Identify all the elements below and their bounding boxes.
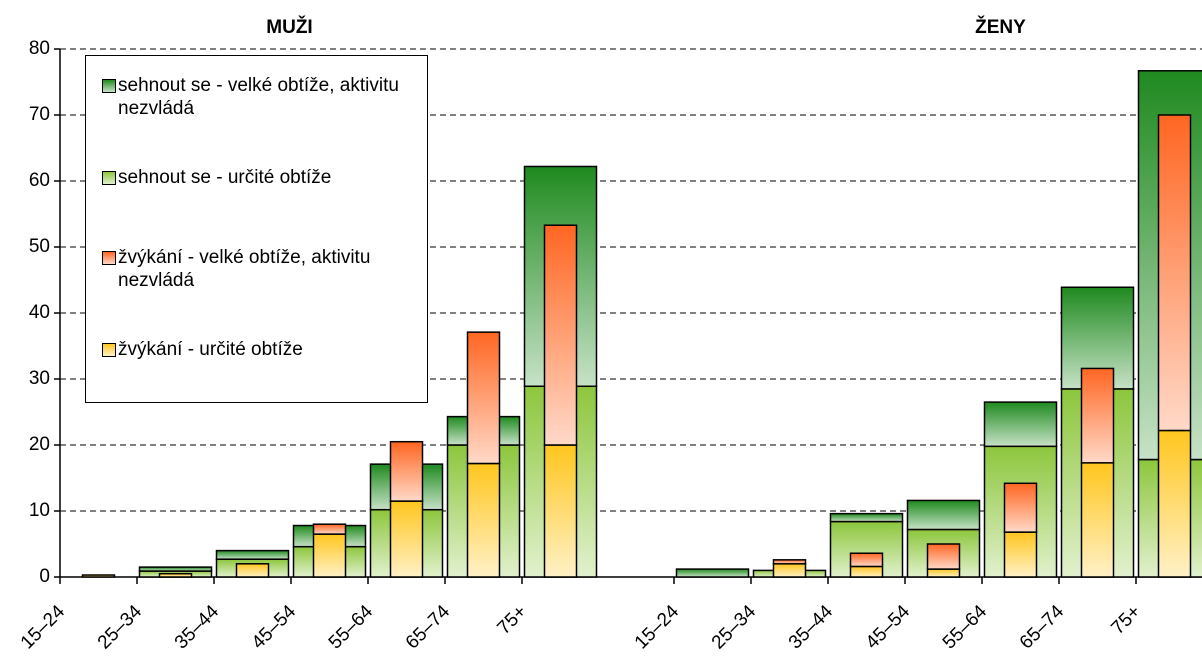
bar-segment [849,552,884,568]
y-tick-label: 70 [29,104,50,125]
bar-segment [389,440,424,502]
bar-segment [926,568,961,578]
x-tick-label: 65–74 [1016,601,1069,654]
x-tick-label: 35–44 [785,601,838,654]
bar-segment [235,563,270,578]
y-tick-label: 20 [29,434,50,455]
bar-segment [389,500,424,578]
legend-label: sehnout se - určité obtíže [118,167,332,188]
bar-segment [543,224,578,446]
x-tick-label: 15–24 [631,601,684,654]
y-tick-label: 30 [29,368,50,389]
legend-swatch [102,79,116,93]
legend-label: sehnout se - velké obtíže, aktivitu nezv… [118,75,399,119]
x-tick-label: 45–54 [248,601,301,654]
y-tick-label: 60 [29,170,50,191]
x-tick-label: 25–34 [708,601,761,654]
bar-segment [906,499,981,531]
legend: sehnout se - velké obtíže, aktivitu nezv… [85,55,428,403]
bar-segment [1080,367,1115,464]
y-tick-label: 50 [29,236,50,257]
legend-item: sehnout se - velké obtíže, aktivitu nezv… [102,74,438,120]
bar-segment [1157,429,1192,578]
x-tick-label: 25–34 [94,601,147,654]
bar-segment [1157,114,1192,432]
bar-segment [675,568,750,578]
bar-segment [138,566,213,572]
bar-segment [81,574,116,578]
bar-segment [215,549,290,560]
x-tick-label: 35–44 [171,601,224,654]
legend-label: žvýkání - určité obtíže [118,339,303,360]
legend-label: žvýkání - velké obtíže, aktivitu nezvlád… [118,247,371,291]
bar-segment [849,565,884,578]
chart-title: MUŽI [266,16,312,38]
legend-swatch [102,343,116,357]
x-tick-label: 55–64 [325,601,378,654]
bar-segment [1003,531,1038,578]
y-tick-label: 80 [29,38,50,59]
bar-segment [466,462,501,578]
y-tick-label: 40 [29,302,50,323]
x-tick-label: 75+ [493,601,531,639]
x-tick-label: 55–64 [939,601,992,654]
y-tick-label: 0 [39,566,50,587]
legend-swatch [102,251,116,265]
bar-segment [1080,462,1115,578]
bar-segment [772,559,807,565]
x-tick-label: 65–74 [402,601,455,654]
y-tick-label: 10 [29,500,50,521]
bar-segment [158,572,193,578]
bar-segment [1003,482,1038,533]
bar-segment [466,331,501,465]
legend-item: sehnout se - určité obtíže [102,166,438,189]
bar-segment [312,523,347,535]
legend-item: žvýkání - velké obtíže, aktivitu nezvlád… [102,246,438,292]
x-tick-label: 45–54 [862,601,915,654]
chart-title: ŽENY [975,16,1026,38]
x-tick-label: 75+ [1107,601,1145,639]
bar-segment [543,444,578,578]
x-tick-label: 15–24 [17,601,70,654]
bar-segment [926,543,961,570]
bar-segment [983,401,1058,448]
bar-segment [772,563,807,578]
legend-item: žvýkání - určité obtíže [102,338,438,361]
legend-swatch [102,171,116,185]
bar-segment [312,533,347,578]
bar-segment [829,512,904,523]
